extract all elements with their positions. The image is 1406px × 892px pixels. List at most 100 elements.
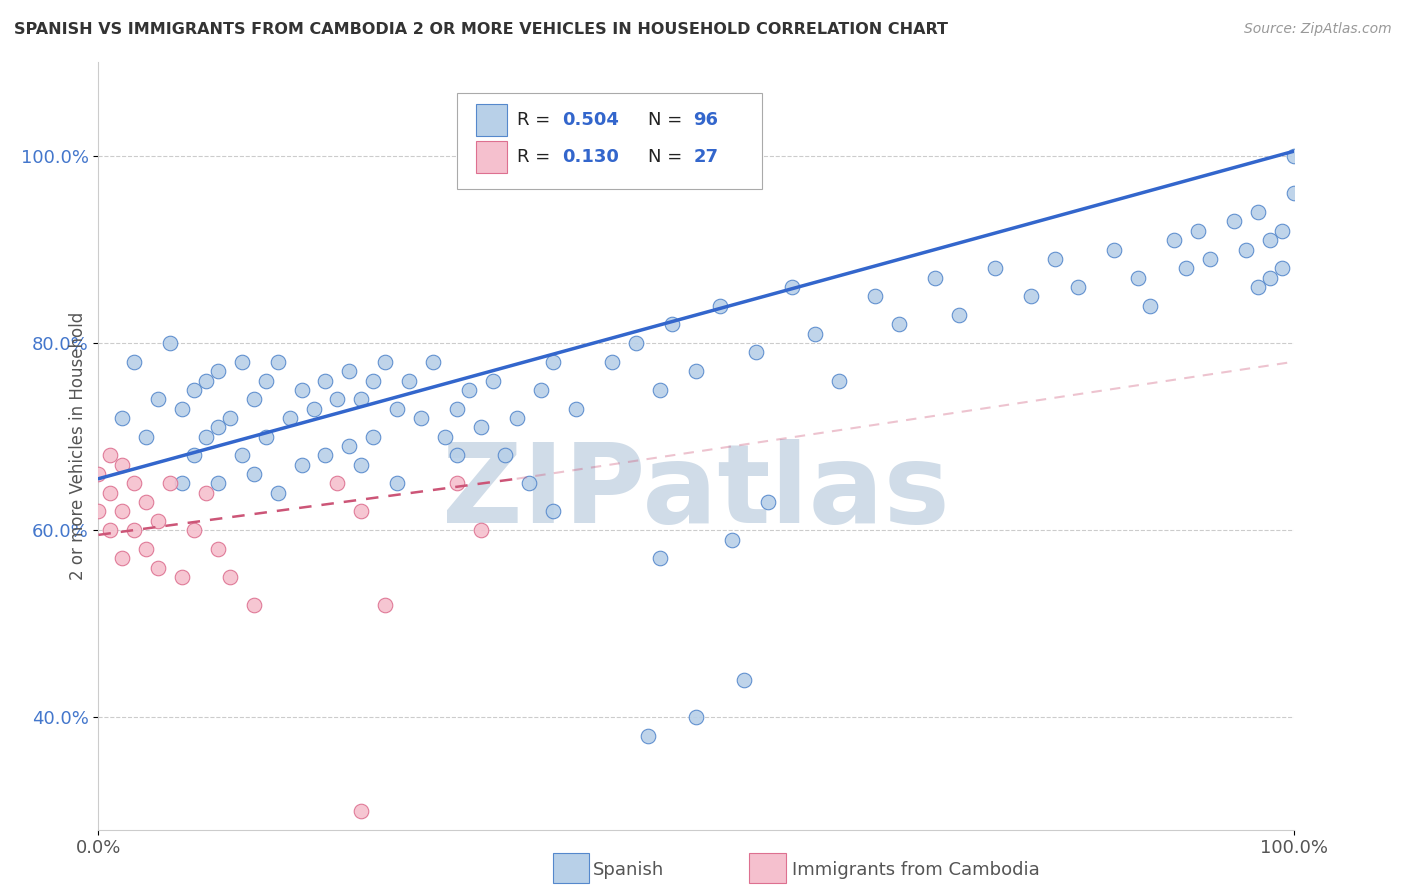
Point: [1234, 243, 1257, 257]
Point: [685, 364, 707, 378]
Point: [195, 485, 218, 500]
Point: [111, 551, 134, 566]
Point: [124, 355, 146, 369]
Point: [172, 401, 194, 416]
Point: [458, 383, 481, 397]
Point: [733, 673, 755, 687]
Point: [124, 523, 146, 537]
Point: [1175, 261, 1198, 276]
Point: [685, 710, 707, 724]
Point: [219, 570, 242, 584]
Point: [350, 458, 373, 472]
Point: [385, 401, 409, 416]
Point: [302, 401, 325, 416]
Point: [374, 355, 396, 369]
Text: R =: R =: [517, 148, 555, 166]
Point: [541, 355, 564, 369]
Point: [374, 598, 396, 612]
Point: [148, 392, 170, 407]
Y-axis label: 2 or more Vehicles in Household: 2 or more Vehicles in Household: [69, 312, 87, 580]
Point: [195, 374, 218, 388]
Point: [446, 401, 468, 416]
Point: [87, 467, 110, 481]
Text: 96: 96: [693, 111, 718, 129]
Point: [494, 448, 516, 462]
Point: [207, 420, 229, 434]
Point: [709, 299, 731, 313]
Point: [183, 523, 205, 537]
FancyBboxPatch shape: [477, 141, 508, 173]
Point: [98, 485, 122, 500]
Point: [278, 411, 301, 425]
Point: [661, 318, 683, 332]
Point: [1223, 214, 1246, 228]
Point: [1282, 149, 1305, 163]
Point: [470, 523, 492, 537]
Point: [172, 476, 194, 491]
Point: [565, 401, 588, 416]
Point: [135, 430, 157, 444]
Point: [350, 804, 373, 818]
Point: [339, 439, 361, 453]
Point: [183, 448, 205, 462]
Point: [326, 476, 349, 491]
Point: [350, 392, 373, 407]
Point: [865, 289, 887, 303]
Point: [159, 476, 181, 491]
Point: [541, 504, 564, 518]
Point: [948, 308, 970, 322]
Point: [135, 495, 157, 509]
Point: [315, 448, 337, 462]
Point: [889, 318, 911, 332]
Point: [172, 570, 194, 584]
Point: [984, 261, 1007, 276]
Point: [363, 374, 385, 388]
Point: [1199, 252, 1222, 266]
Text: Source: ZipAtlas.com: Source: ZipAtlas.com: [1244, 22, 1392, 37]
Point: [1282, 186, 1305, 201]
Point: [1258, 233, 1281, 247]
Point: [1247, 205, 1270, 219]
Point: [159, 336, 181, 351]
Text: Immigrants from Cambodia: Immigrants from Cambodia: [792, 861, 1039, 879]
Point: [254, 430, 277, 444]
Point: [267, 485, 290, 500]
Point: [124, 476, 146, 491]
Point: [1139, 299, 1161, 313]
Point: [385, 476, 409, 491]
FancyBboxPatch shape: [477, 103, 508, 136]
Point: [828, 374, 851, 388]
Point: [326, 392, 349, 407]
Text: ZIPatlas: ZIPatlas: [441, 439, 950, 546]
Point: [804, 326, 827, 341]
Point: [98, 448, 122, 462]
Point: [422, 355, 444, 369]
Point: [1187, 224, 1209, 238]
Point: [87, 504, 110, 518]
Text: N =: N =: [648, 111, 688, 129]
Text: R =: R =: [517, 111, 555, 129]
Point: [648, 383, 672, 397]
Point: [446, 448, 468, 462]
Point: [339, 364, 361, 378]
Point: [254, 374, 277, 388]
Point: [626, 336, 648, 351]
FancyBboxPatch shape: [457, 93, 762, 189]
Point: [517, 476, 540, 491]
Point: [291, 383, 314, 397]
Point: [446, 476, 468, 491]
Point: [111, 411, 134, 425]
Point: [135, 541, 157, 556]
Point: [481, 374, 505, 388]
Point: [648, 551, 672, 566]
Point: [231, 448, 253, 462]
Point: [434, 430, 457, 444]
Point: [924, 270, 946, 285]
Point: [243, 392, 266, 407]
Point: [219, 411, 242, 425]
Point: [148, 514, 170, 528]
Point: [267, 355, 290, 369]
Point: [207, 364, 229, 378]
Point: [1128, 270, 1150, 285]
Point: [1247, 280, 1270, 294]
